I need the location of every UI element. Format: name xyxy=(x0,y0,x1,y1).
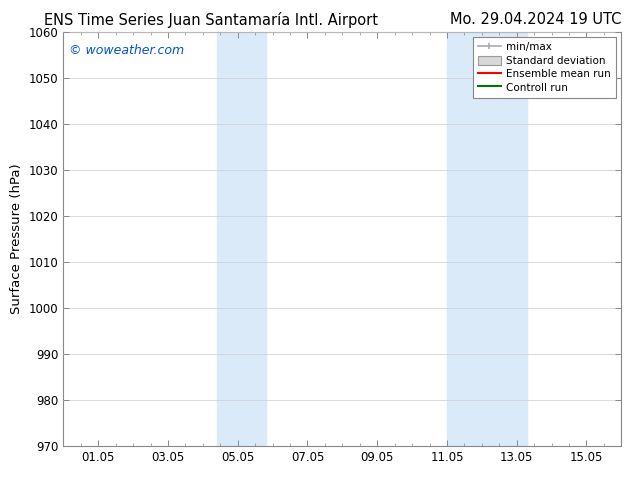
Text: © woweather.com: © woweather.com xyxy=(69,44,184,57)
Bar xyxy=(447,32,527,446)
Bar xyxy=(217,32,266,446)
Legend: min/max, Standard deviation, Ensemble mean run, Controll run: min/max, Standard deviation, Ensemble me… xyxy=(473,37,616,98)
Text: Mo. 29.04.2024 19 UTC: Mo. 29.04.2024 19 UTC xyxy=(450,12,621,27)
Y-axis label: Surface Pressure (hPa): Surface Pressure (hPa) xyxy=(10,164,23,314)
Text: ENS Time Series Juan Santamaría Intl. Airport: ENS Time Series Juan Santamaría Intl. Ai… xyxy=(44,12,378,28)
